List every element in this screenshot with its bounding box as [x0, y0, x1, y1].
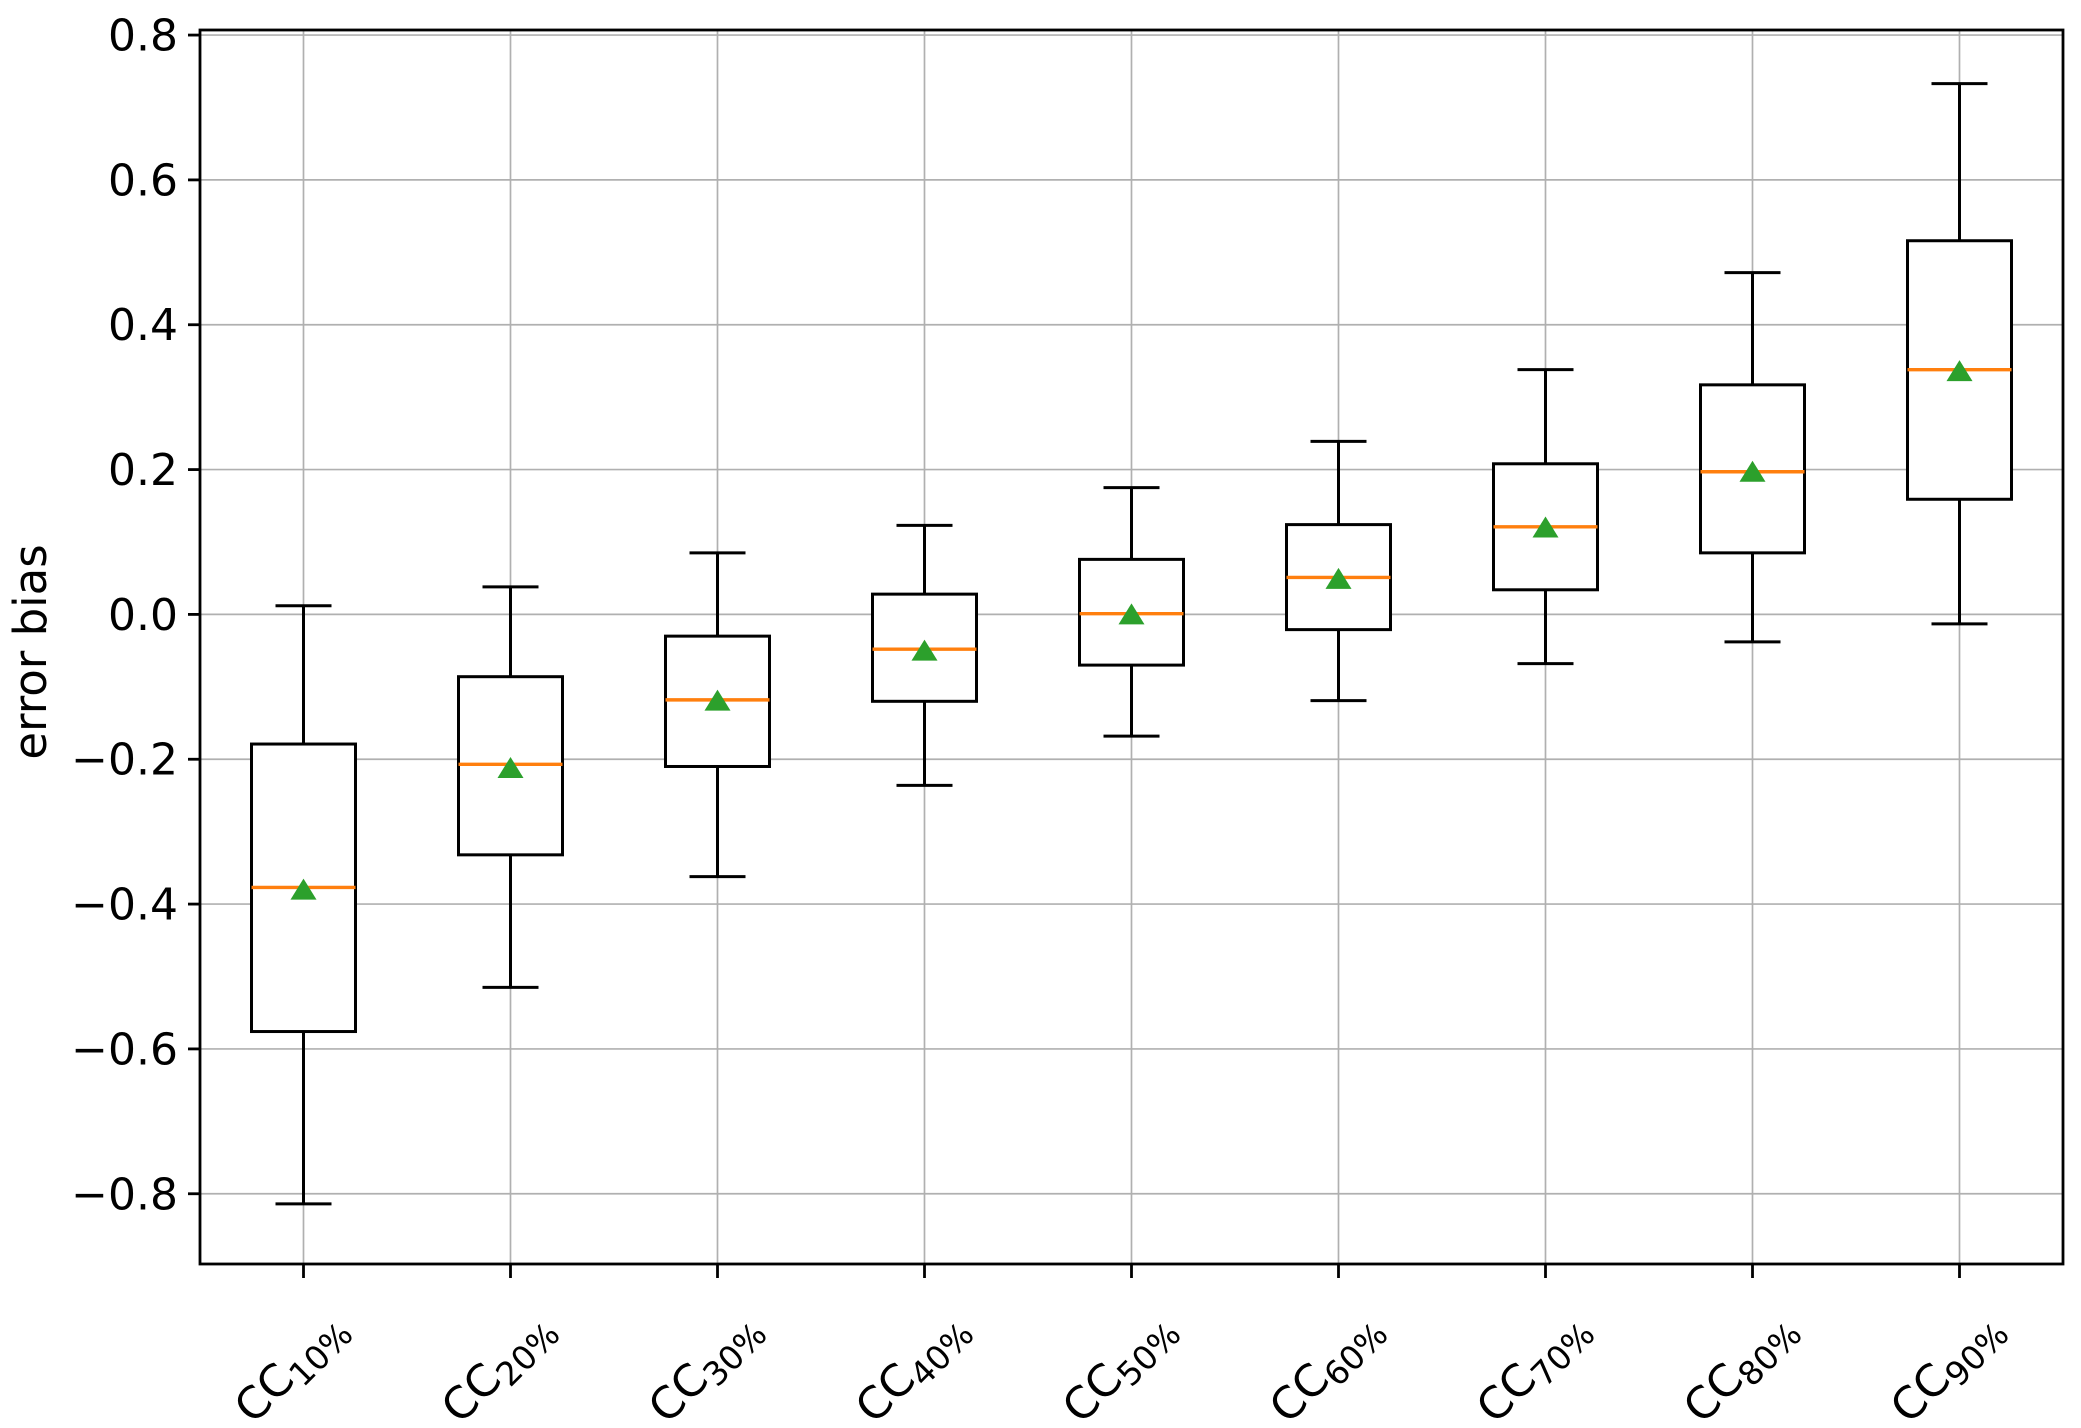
y-tick-label-0.2: 0.2: [108, 445, 178, 496]
mean-marker-CC40%: [911, 639, 938, 661]
mean-marker-CC10%: [290, 878, 317, 900]
y-tick-label-0.6: 0.6: [108, 155, 178, 206]
x-tick-label-CC30%: CC30%: [639, 1302, 775, 1424]
x-tick-label-CC90%: CC90%: [1881, 1302, 2017, 1424]
axis-ticks: [188, 33, 1961, 1278]
x-tick-label-CC60%: CC60%: [1260, 1302, 1396, 1424]
x-tick-label-CC50%: CC50%: [1053, 1302, 1189, 1424]
boxplot-group-CC20%: [457, 585, 564, 989]
boxplot-group-CC80%: [1699, 271, 1806, 644]
boxplot-group-CC30%: [664, 551, 771, 879]
boxplot-group-CC90%: [1906, 82, 2013, 626]
y-axis-label: error bias: [4, 544, 57, 759]
axis-tick-labels: 0.8 0.6 0.4 0.2 0.0 −0.2 −0.4 −0.6 −0.8 CC10% CC20…: [71, 11, 2017, 1428]
x-tick-label-CC10%: CC10%: [225, 1302, 361, 1424]
boxplot-group-CC60%: [1285, 439, 1392, 703]
mean-marker-CC20%: [497, 756, 524, 778]
y-tick-label-−0.2: −0.2: [71, 735, 178, 786]
y-tick-label-0.8: 0.8: [108, 11, 178, 62]
mean-marker-CC60%: [1325, 567, 1352, 589]
mean-marker-CC90%: [1946, 360, 1973, 382]
y-tick-label-−0.8: −0.8: [71, 1169, 178, 1220]
mean-marker-CC70%: [1532, 516, 1559, 538]
mean-marker-CC50%: [1118, 603, 1145, 625]
x-tick-label-CC80%: CC80%: [1674, 1302, 1810, 1424]
y-tick-label-−0.6: −0.6: [71, 1024, 178, 1075]
boxplot-group-CC50%: [1078, 486, 1185, 738]
y-tick-label-−0.4: −0.4: [71, 880, 178, 931]
x-tick-label-CC20%: CC20%: [432, 1302, 568, 1424]
boxes: [250, 82, 2013, 1206]
boxplot-group-CC40%: [871, 523, 978, 787]
mean-marker-CC80%: [1739, 460, 1766, 482]
x-tick-label-CC40%: CC40%: [846, 1302, 982, 1424]
boxplot-group-CC10%: [250, 604, 357, 1206]
boxplot-group-CC70%: [1492, 368, 1599, 666]
x-tick-label-CC70%: CC70%: [1467, 1302, 1603, 1424]
y-tick-label-0.0: 0.0: [108, 590, 178, 641]
mean-marker-CC30%: [704, 689, 731, 711]
y-tick-label-0.4: 0.4: [108, 300, 178, 351]
